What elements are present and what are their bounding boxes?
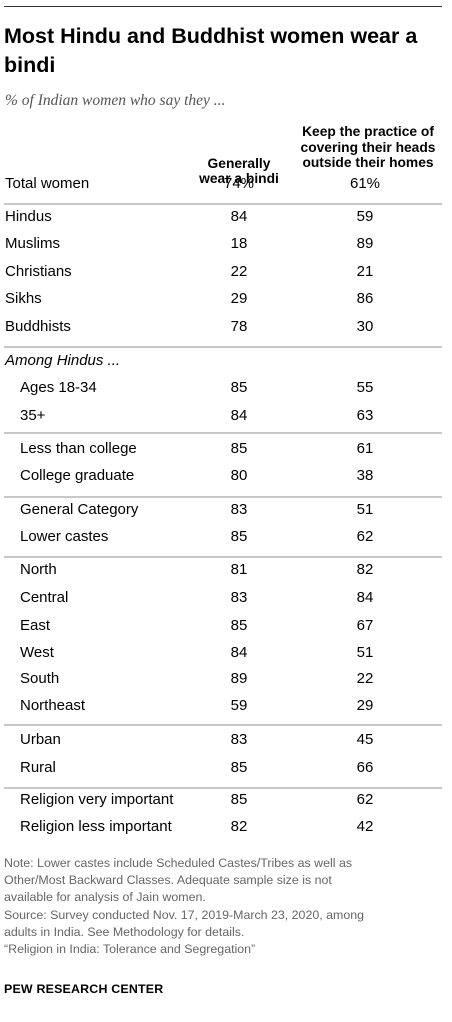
row-label: Rural [20,759,56,776]
column-header-bindi: Generally wear a bindi [183,140,295,187]
value-bindi: 29 [230,290,248,307]
value-head-covering: 55 [356,379,374,396]
row-separator [4,203,442,205]
value-head-covering: 61 [356,440,374,457]
value-bindi: 22 [230,263,248,280]
source-line: adults in India. See Methodology for det… [4,924,245,939]
value-head-covering: 84 [356,589,374,606]
value-bindi: 85 [230,379,248,396]
row-separator [4,496,442,498]
footer-credit: PEW RESEARCH CENTER [4,982,164,996]
row-label: Urban [20,731,61,748]
row-label: Sikhs [5,290,42,307]
value-bindi: 84 [230,407,248,424]
column-header-head-covering: Keep the practice of covering their head… [290,124,446,171]
value-bindi: 74% [223,175,255,192]
row-label: Northeast [20,697,86,714]
note-line: available for analysis of Jain women. [4,890,206,905]
value-bindi: 83 [230,731,248,748]
value-bindi: 18 [230,235,248,252]
row-label: Total women [5,175,90,192]
value-head-covering: 29 [356,697,374,714]
value-head-covering: 86 [356,290,374,307]
row-separator [4,787,442,789]
row-label: Lower castes [20,528,109,545]
chart-title: Most Hindu and Buddhist women wear a bin… [4,24,418,77]
notes: Note: Lower castes include Scheduled Cas… [4,855,444,958]
value-bindi: 82 [230,818,248,835]
value-head-covering: 51 [356,644,374,661]
value-bindi: 80 [230,467,248,484]
value-head-covering: 30 [356,318,374,335]
row-separator [4,432,442,434]
value-head-covering: 45 [356,731,374,748]
value-bindi: 85 [230,759,248,776]
chart-subtitle: % of Indian women who say they ... [5,92,226,109]
row-label: General Category [20,501,139,518]
value-bindi: 84 [230,208,248,225]
value-bindi: 84 [230,644,248,661]
row-label: West [20,644,54,661]
value-bindi: 85 [230,617,248,634]
value-bindi: 78 [230,318,248,335]
value-head-covering: 22 [356,670,374,687]
report-title-line: “Religion in India: Tolerance and Segreg… [4,942,256,957]
value-bindi: 81 [230,561,248,578]
row-label: Less than college [20,440,137,457]
value-head-covering: 21 [356,263,374,280]
column-header-line: wear a bindi [199,171,279,186]
column-header-line: Generally [207,155,271,171]
column-header-line: covering their heads [300,139,436,155]
row-separator [4,346,442,348]
value-bindi: 85 [230,440,248,457]
row-label: Religion very important [20,791,174,808]
row-label: Central [20,589,69,606]
row-separator [4,556,442,558]
note-line: Other/Most Backward Classes. Adequate sa… [4,873,332,888]
row-label: Ages 18-34 [20,379,97,396]
row-label: North [20,561,57,578]
value-bindi: 85 [230,528,248,545]
column-header-line: outside their homes [302,155,434,170]
value-bindi: 83 [230,501,248,518]
value-head-covering: 62 [356,791,374,808]
value-head-covering: 61% [349,175,381,192]
value-head-covering: 67 [356,617,374,634]
value-head-covering: 51 [356,501,374,518]
value-head-covering: 82 [356,561,374,578]
value-head-covering: 89 [356,235,374,252]
row-separator [4,724,442,726]
value-head-covering: 63 [356,407,374,424]
value-head-covering: 66 [356,759,374,776]
value-bindi: 59 [230,697,248,714]
row-label: 35+ [20,407,46,424]
group-label: Among Hindus ... [5,352,121,369]
value-head-covering: 62 [356,528,374,545]
row-label: South [20,670,60,687]
row-label: East [20,617,51,634]
value-bindi: 89 [230,670,248,687]
row-label: Christians [5,263,72,280]
row-label: Buddhists [5,318,71,335]
row-label: Muslims [5,235,60,252]
note-line: Note: Lower castes include Scheduled Cas… [4,856,353,870]
row-label: College graduate [20,467,135,484]
value-head-covering: 42 [356,818,374,835]
value-head-covering: 38 [356,467,374,484]
top-rule [4,6,442,7]
value-bindi: 85 [230,791,248,808]
row-label: Religion less important [20,818,172,835]
value-bindi: 83 [230,589,248,606]
source-line: Source: Survey conducted Nov. 17, 2019-M… [4,907,364,922]
row-label: Hindus [5,208,52,225]
column-header-line: Keep the practice of [302,124,434,139]
value-head-covering: 59 [356,208,374,225]
